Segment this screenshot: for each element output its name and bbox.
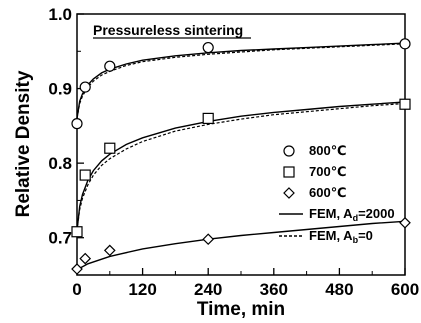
x-tick-label: 480 <box>325 280 353 299</box>
diamond-marker <box>202 233 215 246</box>
circle-marker <box>71 118 83 130</box>
y-tick-label: 0.7 <box>48 229 72 248</box>
x-axis-label: Time, min <box>197 299 285 320</box>
x-tick-label: 600 <box>391 280 419 299</box>
legend-label-main: FEM, A <box>309 228 353 243</box>
circle-marker <box>283 145 295 157</box>
legend-label: FEM, Ab=0 <box>309 228 373 245</box>
legend-label: 800℃ <box>309 143 346 158</box>
model-curves <box>76 42 406 271</box>
diamond-marker <box>399 216 411 229</box>
fem-dashed-curve <box>76 102 406 231</box>
diamond-marker <box>79 252 92 265</box>
diamond-marker <box>103 244 116 257</box>
legend-label: 600℃ <box>309 185 346 200</box>
circle-marker <box>79 81 91 93</box>
y-tick-label: 1.0 <box>48 5 72 24</box>
square-marker <box>71 226 83 238</box>
legend-label: FEM, Ad=2000 <box>309 206 395 223</box>
y-tick-label: 0.9 <box>48 80 72 99</box>
legend-label-suffix: =2000 <box>358 206 395 221</box>
diamond-marker <box>283 187 295 199</box>
y-tick-label: 0.8 <box>48 154 72 173</box>
square-marker <box>202 112 214 125</box>
legend-label-main: FEM, A <box>309 206 353 221</box>
square-marker <box>79 169 91 181</box>
x-tick-label: 0 <box>72 280 81 299</box>
x-tick-label: 120 <box>128 280 156 299</box>
legend-label-suffix: =0 <box>358 228 373 243</box>
fem-solid-curve <box>76 220 406 271</box>
square-marker <box>399 98 411 110</box>
square-marker <box>283 166 295 178</box>
annotation-text: Pressureless sintering <box>93 22 243 38</box>
diamond-marker <box>71 263 83 275</box>
x-tick-label: 240 <box>194 280 222 299</box>
square-marker <box>104 142 116 154</box>
data-markers <box>71 38 411 275</box>
x-tick-label: 360 <box>260 280 288 299</box>
y-axis-label: Relative Density <box>13 70 34 217</box>
legend-label-subscript: d <box>353 213 359 223</box>
fem-solid-curve <box>76 101 406 231</box>
circle-marker <box>104 60 116 72</box>
circle-marker <box>399 38 411 50</box>
legend-label: 700℃ <box>309 164 346 179</box>
legend-label-subscript: b <box>353 235 359 245</box>
circle-marker <box>202 41 214 54</box>
tick-labels: 0 120 240 360 480 600 0.7 0.8 0.9 1.0 <box>48 5 419 299</box>
